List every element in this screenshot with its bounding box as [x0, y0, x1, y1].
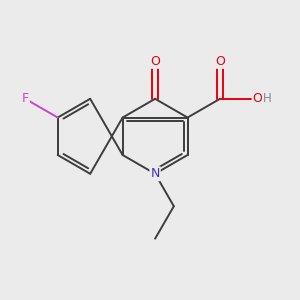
- Text: H: H: [263, 92, 272, 105]
- Text: O: O: [215, 55, 225, 68]
- Text: O: O: [253, 92, 262, 105]
- Text: N: N: [150, 167, 160, 180]
- Text: O: O: [150, 55, 160, 68]
- Text: F: F: [22, 92, 29, 105]
